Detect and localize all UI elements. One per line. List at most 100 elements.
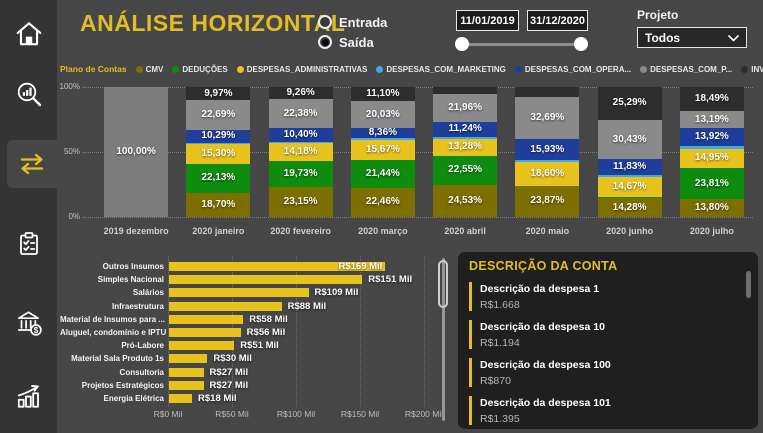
- stacked-bar[interactable]: 23,87% 18,60% 15,93% 32,69%: [515, 87, 580, 217]
- expense-bar[interactable]: R$169 Mil: [169, 261, 386, 272]
- sidebar-item-checklist[interactable]: [0, 218, 57, 270]
- radio-entrada[interactable]: Entrada: [318, 12, 387, 32]
- stacked-bar[interactable]: 14,28% 14,67% 11,83% 30,43% 25,29%: [597, 87, 662, 217]
- stacked-bar[interactable]: 18,70% 22,13% 15,30% 10,29% 22,69% 9,97%: [186, 87, 251, 217]
- expense-row: Salários R$109 Mil: [60, 286, 452, 299]
- stack-segment-desp_opera[interactable]: 15,93%: [515, 139, 580, 160]
- stack-segment-desp_p[interactable]: 20,03%: [350, 101, 415, 128]
- expense-bar[interactable]: [169, 275, 363, 285]
- stack-segment-investimentos[interactable]: 9,97%: [186, 87, 251, 101]
- expense-bar[interactable]: [169, 314, 244, 324]
- stack-segment-desp_opera[interactable]: 13,92%: [679, 128, 744, 147]
- account-item[interactable]: Descrição da despesa 1 R$1.668: [469, 282, 758, 311]
- stack-segment-desp_adm[interactable]: 15,30%: [186, 144, 251, 164]
- legend-item-desp_opera[interactable]: DESPESAS_COM_OPERA...: [514, 65, 631, 74]
- stack-segment-investimentos[interactable]: 18,49%: [679, 87, 744, 112]
- legend-item-investimentos[interactable]: INVESTIMENTOS: [741, 65, 763, 74]
- stack-segment-desp_opera[interactable]: 8,36%: [350, 127, 415, 139]
- legend-item-desp_p[interactable]: DESPESAS_COM_P...: [640, 65, 732, 74]
- stack-segment-desp_mkt[interactable]: [186, 142, 251, 145]
- stack-segment-desp_p[interactable]: 22,69%: [186, 100, 251, 130]
- stacked-bar[interactable]: 24,53% 22,55% 13,28% 11,24% 21,96%: [433, 87, 498, 217]
- project-dropdown[interactable]: Todos: [637, 27, 747, 48]
- slider-track[interactable]: [461, 43, 582, 46]
- stack-segment-desp_mkt[interactable]: [350, 138, 415, 140]
- stack-segment-desp_p[interactable]: 22,38%: [268, 99, 333, 129]
- date-to-input[interactable]: 31/12/2020: [527, 10, 588, 31]
- radio-saida-circle: [318, 35, 332, 49]
- account-item[interactable]: Descrição da despesa 101 R$1.395: [469, 396, 758, 425]
- stack-segment-cmv[interactable]: 23,87%: [515, 185, 580, 217]
- stack-segment-investimentos[interactable]: [515, 87, 580, 97]
- stack-segment-desp_adm[interactable]: 14,67%: [597, 177, 662, 197]
- stacked-bar[interactable]: 23,15% 19,73% 14,18% 10,40% 22,38% 9,26%: [268, 87, 333, 217]
- stack-segment-desp_p[interactable]: 32,69%: [515, 96, 580, 140]
- stack-segment-desp_mkt[interactable]: [433, 136, 498, 139]
- stack-segment-cmv[interactable]: 23,15%: [268, 186, 333, 217]
- stack-segment-desp_p[interactable]: 30,43%: [597, 119, 662, 160]
- stack-segment-investimentos[interactable]: 9,26%: [268, 87, 333, 100]
- stack-segment-desp_adm[interactable]: 14,18%: [268, 142, 333, 162]
- expense-bar[interactable]: [169, 341, 235, 351]
- stack-segment-investimentos[interactable]: 25,29%: [597, 87, 662, 120]
- stack-segment-desp_opera[interactable]: 10,40%: [268, 128, 333, 142]
- expense-bar[interactable]: [169, 380, 204, 390]
- date-range-slider[interactable]: [455, 37, 588, 52]
- account-item[interactable]: Descrição da despesa 10 R$1.194: [469, 320, 758, 349]
- expense-bar[interactable]: [169, 288, 309, 298]
- bar-chart-scrollbar-thumb[interactable]: [438, 260, 448, 308]
- stack-segment-desp_mkt[interactable]: [515, 159, 580, 162]
- stack-segment-cmv[interactable]: 24,53%: [433, 185, 498, 217]
- radio-saida[interactable]: Saída: [318, 32, 387, 52]
- stack-segment-desp_opera[interactable]: 11,24%: [433, 122, 498, 137]
- stack-segment-cmv[interactable]: 14,28%: [597, 198, 662, 217]
- stack-segment-desp_p[interactable]: 13,19%: [679, 111, 744, 129]
- stack-segment-desp_opera[interactable]: 10,29%: [186, 129, 251, 143]
- stacked-bar[interactable]: 100,00%: [104, 87, 169, 217]
- stack-segment-desp_p[interactable]: 21,96%: [433, 93, 498, 123]
- account-panel-scrollbar[interactable]: [746, 271, 751, 298]
- sidebar-item-growth[interactable]: [0, 370, 57, 422]
- date-from-input[interactable]: 11/01/2019: [456, 10, 519, 31]
- expense-bar[interactable]: [169, 301, 282, 311]
- stack-segment-desp_adm[interactable]: 18,60%: [515, 161, 580, 186]
- stack-segment-desp_opera[interactable]: 11,83%: [597, 159, 662, 175]
- sidebar-item-report-search[interactable]: [0, 68, 57, 120]
- legend-item-desp_mkt[interactable]: DESPESAS_COM_MARKETING: [376, 65, 506, 74]
- stack-segment-desp_adm[interactable]: 13,28%: [433, 138, 498, 156]
- stack-segment-investimentos[interactable]: [433, 87, 498, 94]
- stack-segment-deducoes[interactable]: 22,55%: [433, 155, 498, 186]
- slider-handle-end[interactable]: [574, 37, 588, 51]
- legend-item-desp_adm[interactable]: DESPESAS_ADMINISTRATIVAS: [236, 65, 367, 74]
- stack-segment-deducoes[interactable]: 19,73%: [268, 161, 333, 187]
- stack-segment-cmv[interactable]: 18,70%: [186, 192, 251, 217]
- legend-item-cmv[interactable]: CMV: [135, 65, 163, 74]
- stacked-category-label: 2019 dezembro: [103, 226, 169, 236]
- expense-bar[interactable]: [169, 354, 208, 364]
- legend-item-deducoes[interactable]: DEDUÇÕES: [172, 65, 228, 74]
- stack-segment-desp_adm[interactable]: 14,95%: [679, 148, 744, 169]
- stacked-bar[interactable]: 22,46% 21,44% 15,67% 8,36% 20,03% 11,10%: [350, 87, 415, 217]
- slider-handle-start[interactable]: [455, 37, 469, 51]
- bar-chart-scrollbar-track[interactable]: [442, 258, 445, 421]
- stack-segment-deducoes[interactable]: 23,81%: [679, 168, 744, 200]
- expense-bar[interactable]: [169, 393, 193, 403]
- stack-segment-desp_mkt[interactable]: [268, 141, 333, 143]
- stack-segment-desp_mkt[interactable]: [597, 174, 662, 178]
- stack-segment-deducoes[interactable]: 21,44%: [350, 159, 415, 188]
- expense-bar[interactable]: [169, 328, 241, 338]
- sidebar-item-bank[interactable]: $: [0, 297, 57, 349]
- expense-bar[interactable]: [169, 367, 204, 377]
- stack-segment-cmv[interactable]: 13,80%: [679, 199, 744, 217]
- stack-segment-investimentos[interactable]: 11,10%: [350, 87, 415, 102]
- stack-segment-total[interactable]: 100,00%: [104, 87, 169, 217]
- stacked-bar[interactable]: 13,80% 23,81% 14,95% 13,92% 13,19% 18,49%: [679, 87, 744, 217]
- stack-segment-deducoes[interactable]: 22,13%: [186, 163, 251, 193]
- stack-segment-deducoes[interactable]: [597, 196, 662, 199]
- stack-segment-cmv[interactable]: 22,46%: [350, 187, 415, 217]
- stack-segment-desp_adm[interactable]: 15,67%: [350, 139, 415, 160]
- stack-segment-desp_mkt[interactable]: [679, 146, 744, 149]
- sidebar-item-home[interactable]: [0, 8, 57, 60]
- sidebar-item-horizontal-analysis[interactable]: [7, 140, 57, 188]
- account-item[interactable]: Descrição da despesa 100 R$870: [469, 358, 758, 387]
